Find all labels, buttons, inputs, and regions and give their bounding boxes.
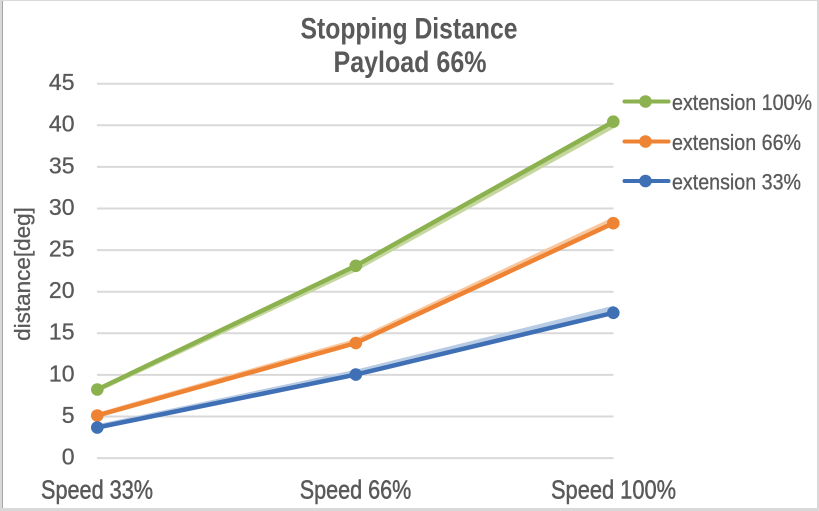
svg-text:25: 25 bbox=[49, 236, 75, 262]
svg-text:45: 45 bbox=[49, 69, 75, 95]
svg-text:extension 33%: extension 33% bbox=[672, 170, 801, 195]
svg-text:Speed 33%: Speed 33% bbox=[41, 475, 153, 505]
svg-text:35: 35 bbox=[49, 152, 75, 178]
svg-text:Payload 66%: Payload 66% bbox=[334, 46, 487, 79]
svg-text:Speed 100%: Speed 100% bbox=[551, 475, 676, 505]
svg-text:40: 40 bbox=[49, 111, 75, 137]
svg-text:extension 100%: extension 100% bbox=[672, 90, 812, 115]
svg-text:15: 15 bbox=[49, 319, 75, 345]
svg-text:10: 10 bbox=[49, 360, 75, 386]
svg-text:0: 0 bbox=[62, 444, 75, 470]
svg-text:Stopping Distance: Stopping Distance bbox=[301, 13, 518, 46]
svg-text:extension 66%: extension 66% bbox=[672, 130, 801, 155]
svg-text:Speed 66%: Speed 66% bbox=[300, 475, 412, 505]
svg-text:30: 30 bbox=[49, 194, 75, 220]
svg-text:20: 20 bbox=[49, 277, 75, 303]
svg-text:5: 5 bbox=[62, 402, 75, 428]
svg-text:distance[deg]: distance[deg] bbox=[10, 207, 35, 341]
